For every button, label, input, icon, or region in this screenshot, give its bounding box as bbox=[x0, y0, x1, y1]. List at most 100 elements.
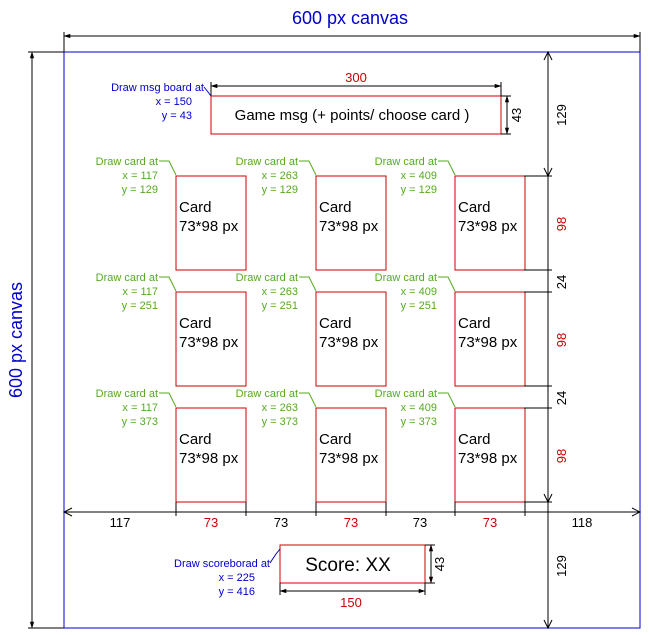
card-callout-y: y = 251 bbox=[262, 300, 298, 312]
card-callout-leader bbox=[438, 160, 456, 176]
card-rect bbox=[315, 291, 387, 387]
card-rect bbox=[175, 291, 247, 387]
card-callout-leader bbox=[299, 392, 317, 408]
card-callout-title: Draw card at bbox=[236, 388, 298, 400]
card-slot: Card 73*98 px Draw card at x = 117 y = 373 bbox=[96, 388, 247, 503]
card-label: Card bbox=[458, 315, 491, 332]
card-size-label: 73*98 px bbox=[179, 334, 239, 351]
svg-text:Draw scoreborad at: Draw scoreborad at bbox=[174, 558, 270, 570]
card-callout-x: x = 409 bbox=[401, 402, 437, 414]
card-size-label: 73*98 px bbox=[179, 450, 239, 467]
card-callout-x: x = 409 bbox=[401, 170, 437, 182]
svg-text:24: 24 bbox=[554, 275, 569, 289]
card-label: Card bbox=[458, 431, 491, 448]
score-board-height-label: 43 bbox=[432, 557, 447, 571]
msg-board-label: Game msg (+ points/ choose card ) bbox=[235, 107, 470, 124]
card-size-label: 73*98 px bbox=[319, 334, 379, 351]
card-slot: Card 73*98 px Draw card at x = 263 y = 373 bbox=[236, 388, 387, 503]
card-callout-y: y = 251 bbox=[401, 300, 437, 312]
card-callout-x: x = 117 bbox=[122, 286, 158, 298]
svg-text:Draw msg board at: Draw msg board at bbox=[111, 82, 204, 94]
score-board-label: Score: XX bbox=[305, 555, 391, 576]
svg-text:98: 98 bbox=[554, 449, 569, 463]
card-callout-leader bbox=[438, 392, 456, 408]
svg-text:117: 117 bbox=[110, 515, 131, 530]
card-callout-title: Draw card at bbox=[96, 156, 158, 168]
card-callout-leader bbox=[438, 276, 456, 292]
card-callout-x: x = 263 bbox=[262, 170, 298, 182]
card-callout-x: x = 263 bbox=[262, 286, 298, 298]
card-callout-y: y = 129 bbox=[262, 184, 298, 196]
msg-board-callout: Draw msg board at x = 150 y = 43 bbox=[111, 82, 212, 122]
canvas-border bbox=[63, 51, 641, 629]
card-callout-leader bbox=[299, 160, 317, 176]
card-callout-y: y = 129 bbox=[401, 184, 437, 196]
card-slot: Card 73*98 px Draw card at x = 117 y = 129 bbox=[96, 156, 247, 271]
card-callout-x: x = 409 bbox=[401, 286, 437, 298]
svg-text:73: 73 bbox=[483, 515, 497, 530]
card-callout-x: x = 117 bbox=[122, 402, 158, 414]
card-callout-y: y = 129 bbox=[122, 184, 158, 196]
card-rect bbox=[454, 175, 526, 271]
card-rect bbox=[454, 407, 526, 503]
canvas-height-title: 600 px canvas bbox=[6, 282, 26, 398]
svg-text:73: 73 bbox=[274, 515, 288, 530]
card-size-label: 73*98 px bbox=[319, 450, 379, 467]
svg-text:118: 118 bbox=[572, 515, 593, 530]
canvas-width-title: 600 px canvas bbox=[292, 8, 408, 28]
score-board-width-label: 150 bbox=[340, 595, 362, 610]
card-size-label: 73*98 px bbox=[458, 334, 518, 351]
card-callout-title: Draw card at bbox=[375, 156, 437, 168]
card-size-label: 73*98 px bbox=[458, 450, 518, 467]
card-rect bbox=[315, 175, 387, 271]
card-rect bbox=[175, 407, 247, 503]
card-callout-title: Draw card at bbox=[236, 272, 298, 284]
card-label: Card bbox=[319, 315, 352, 332]
card-callout-y: y = 373 bbox=[262, 416, 298, 428]
card-label: Card bbox=[179, 431, 212, 448]
card-slot: Card 73*98 px Draw card at x = 263 y = 129 bbox=[236, 156, 387, 271]
svg-text:x = 150: x = 150 bbox=[156, 96, 192, 108]
right-dimension-chain: 129 98 24 98 24 98 129 bbox=[524, 50, 569, 630]
svg-text:x = 225: x = 225 bbox=[219, 572, 255, 584]
card-slot: Card 73*98 px Draw card at x = 409 y = 373 bbox=[375, 388, 526, 503]
msg-board-width-label: 300 bbox=[345, 70, 367, 85]
card-size-label: 73*98 px bbox=[319, 218, 379, 235]
msg-board-height-label: 43 bbox=[509, 108, 524, 122]
msg-board bbox=[210, 95, 502, 135]
card-callout-title: Draw card at bbox=[375, 272, 437, 284]
svg-text:y = 416: y = 416 bbox=[219, 586, 255, 598]
svg-text:y = 43: y = 43 bbox=[162, 110, 192, 122]
card-callout-x: x = 263 bbox=[262, 402, 298, 414]
card-callout-leader bbox=[299, 276, 317, 292]
bottom-dimension-chain: 117 73 73 73 73 73 118 bbox=[62, 502, 642, 530]
card-callout-y: y = 373 bbox=[401, 416, 437, 428]
card-rect bbox=[454, 291, 526, 387]
card-callout-x: x = 117 bbox=[122, 170, 158, 182]
svg-text:129: 129 bbox=[554, 555, 569, 577]
card-callout-title: Draw card at bbox=[96, 272, 158, 284]
card-label: Card bbox=[179, 199, 212, 216]
card-label: Card bbox=[319, 199, 352, 216]
card-size-label: 73*98 px bbox=[179, 218, 239, 235]
svg-text:73: 73 bbox=[204, 515, 218, 530]
card-rect bbox=[315, 407, 387, 503]
card-label: Card bbox=[179, 315, 212, 332]
card-slot: Card 73*98 px Draw card at x = 409 y = 251 bbox=[375, 272, 526, 387]
score-board-callout: Draw scoreborad at x = 225 y = 416 bbox=[174, 548, 281, 598]
card-callout-leader bbox=[159, 160, 177, 176]
svg-text:129: 129 bbox=[554, 104, 569, 126]
card-callout-title: Draw card at bbox=[96, 388, 158, 400]
card-callout-leader bbox=[159, 276, 177, 292]
card-callout-title: Draw card at bbox=[236, 156, 298, 168]
card-label: Card bbox=[319, 431, 352, 448]
card-size-label: 73*98 px bbox=[458, 218, 518, 235]
svg-text:73: 73 bbox=[413, 515, 427, 530]
svg-text:24: 24 bbox=[554, 391, 569, 405]
card-slot: Card 73*98 px Draw card at x = 117 y = 251 bbox=[96, 272, 247, 387]
card-label: Card bbox=[458, 199, 491, 216]
card-slot: Card 73*98 px Draw card at x = 409 y = 129 bbox=[375, 156, 526, 271]
svg-text:98: 98 bbox=[554, 217, 569, 231]
